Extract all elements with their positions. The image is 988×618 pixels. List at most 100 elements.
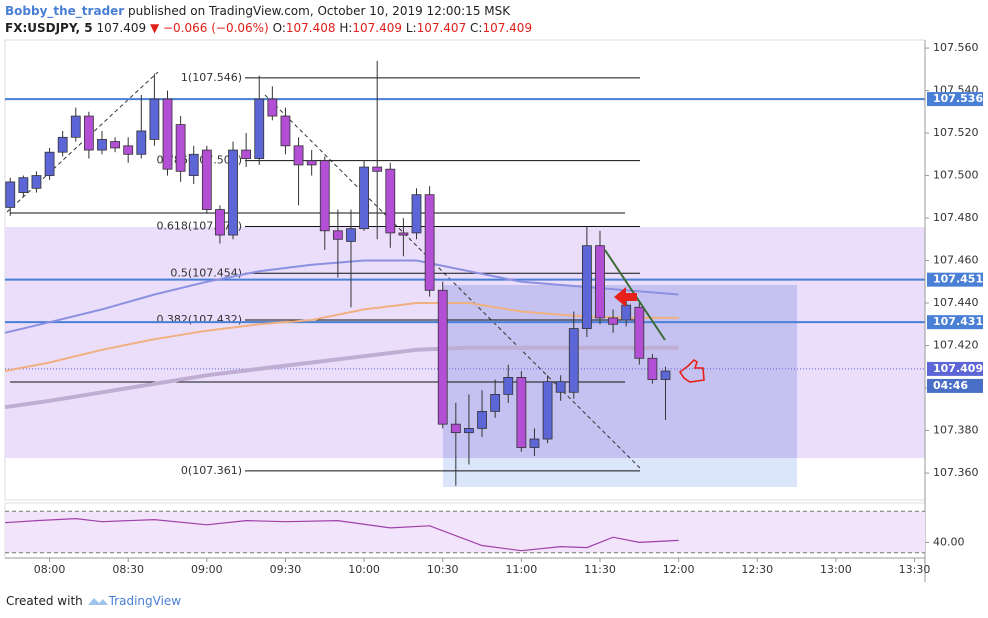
indicator-line bbox=[4, 517, 679, 552]
candle-body bbox=[647, 357, 658, 380]
price-box bbox=[927, 315, 983, 330]
candle-body bbox=[5, 181, 16, 208]
y-tick-label: 40.00 bbox=[933, 535, 965, 548]
y-tick-label: 107.560 bbox=[933, 41, 979, 54]
price-box bbox=[927, 272, 983, 287]
header: Bobby_the_trader published on TradingVie… bbox=[5, 3, 532, 37]
y-tick-label: 107.420 bbox=[933, 339, 979, 352]
header-line-2: FX:USDJPY, 5 107.409 ▼ −0.066 (−0.06%) O… bbox=[5, 20, 532, 37]
fib-label: 1(107.546) bbox=[181, 71, 242, 84]
footer-brand: TradingView bbox=[108, 594, 182, 608]
ohlc-value: 107.409 bbox=[482, 21, 533, 35]
ohlc-key: H: bbox=[339, 21, 353, 35]
candle-body bbox=[319, 160, 330, 232]
footer-prefix: Created with bbox=[6, 594, 83, 608]
candle-body bbox=[634, 306, 645, 359]
x-tick-label: 10:30 bbox=[427, 563, 459, 576]
x-tick-label: 13:00 bbox=[820, 563, 852, 576]
candle-body bbox=[621, 304, 632, 321]
candle-body bbox=[490, 394, 501, 412]
candle-body bbox=[70, 115, 81, 138]
price-box-label: 04:46 bbox=[933, 379, 968, 392]
candle-body bbox=[110, 141, 120, 149]
y-tick-label: 107.440 bbox=[933, 296, 979, 309]
ohlc-key: C: bbox=[470, 21, 483, 35]
published: published on TradingView.com, October 10… bbox=[128, 4, 511, 18]
candle-body bbox=[503, 377, 514, 395]
moving-average bbox=[4, 302, 679, 372]
candle-body bbox=[280, 115, 291, 147]
candle-body bbox=[175, 124, 186, 172]
x-tick-label: 08:30 bbox=[112, 563, 144, 576]
x-tick-label: 08:00 bbox=[34, 563, 66, 576]
x-tick-label: 11:00 bbox=[506, 563, 538, 576]
candle-body bbox=[595, 245, 605, 319]
candle-body bbox=[332, 230, 343, 240]
x-tick-label: 10:00 bbox=[348, 563, 380, 576]
candle-body bbox=[477, 410, 487, 429]
candle-body bbox=[385, 168, 396, 234]
candle-body bbox=[293, 145, 304, 166]
price-box-label: 107.431 bbox=[933, 315, 983, 328]
y-tick-label: 107.460 bbox=[933, 254, 979, 267]
price-box bbox=[927, 92, 983, 107]
y-tick-label: 107.360 bbox=[933, 466, 979, 479]
y-tick-label: 107.500 bbox=[933, 169, 979, 182]
candle-body bbox=[136, 130, 147, 155]
candle-body bbox=[149, 98, 160, 140]
candle-body bbox=[424, 194, 435, 291]
candle-body bbox=[411, 194, 422, 234]
moving-average bbox=[4, 345, 679, 410]
y-tick-label: 107.520 bbox=[933, 126, 979, 139]
ohlc-value: 107.409 bbox=[352, 21, 403, 35]
x-tick-label: 12:30 bbox=[741, 563, 773, 576]
hand-icon bbox=[678, 358, 705, 383]
candle-body bbox=[450, 423, 461, 434]
logo bbox=[87, 598, 108, 605]
fib-label: 0(107.361) bbox=[181, 464, 242, 477]
candle-body bbox=[608, 317, 618, 325]
candle-body bbox=[201, 149, 212, 210]
candle-body bbox=[359, 166, 369, 230]
price-axis bbox=[925, 40, 988, 582]
candle-body bbox=[581, 245, 592, 329]
x-tick-label: 09:30 bbox=[270, 563, 302, 576]
author: Bobby_the_trader bbox=[5, 4, 125, 18]
box-upper bbox=[443, 285, 797, 458]
candle-body bbox=[346, 228, 356, 242]
candle-body bbox=[464, 427, 474, 434]
price: 107.409 bbox=[96, 21, 147, 35]
trend-dashed bbox=[6, 71, 159, 213]
y-tick-label: 107.480 bbox=[933, 211, 979, 224]
candle-body bbox=[123, 145, 134, 155]
symbol: FX:USDJPY, 5 bbox=[5, 21, 93, 35]
candle-body bbox=[83, 115, 94, 151]
price-box bbox=[927, 378, 983, 393]
candle-body bbox=[228, 149, 238, 236]
ohlc: O:107.408 H:107.409 L:107.407 C:107.409 bbox=[273, 21, 533, 35]
candle-body bbox=[267, 98, 278, 117]
candle-body bbox=[306, 160, 317, 166]
candle-body bbox=[529, 438, 540, 448]
ohlc-key: L: bbox=[405, 21, 417, 35]
candle-body bbox=[31, 175, 42, 189]
candle-body bbox=[437, 289, 448, 425]
fib-label: 0.382(107.432) bbox=[156, 313, 242, 326]
fib-label: 0.5(107.454) bbox=[170, 266, 242, 279]
price-box bbox=[927, 361, 983, 376]
candle-body bbox=[516, 377, 527, 448]
candle-body bbox=[542, 381, 553, 440]
candle-body bbox=[254, 98, 265, 159]
candle-body bbox=[162, 98, 173, 170]
candle-body bbox=[44, 151, 55, 176]
price-box-label: 107.409 bbox=[933, 362, 983, 375]
price-box-label: 107.536 bbox=[933, 92, 983, 105]
chart: 1(107.546)0.786(107.507)0.618(107.476)0.… bbox=[4, 39, 988, 582]
x-tick-label: 09:00 bbox=[191, 563, 223, 576]
footer: Created with TradingView bbox=[6, 593, 181, 608]
price-box-label: 107.451 bbox=[933, 273, 983, 286]
candle-body bbox=[660, 370, 671, 380]
candle-body bbox=[241, 149, 252, 159]
candle-body bbox=[372, 166, 383, 172]
